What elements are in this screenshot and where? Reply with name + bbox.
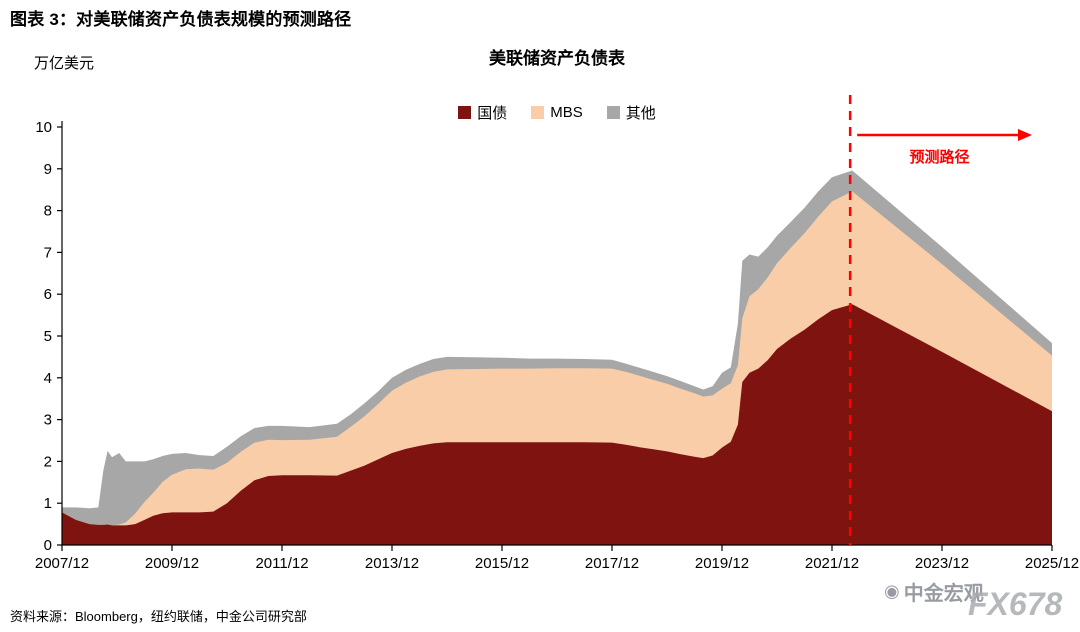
cicc-logo-icon: ◉ — [884, 581, 900, 601]
figure-title: 图表 3：对美联储资产负债表规模的预测路径 — [10, 10, 352, 29]
chart-legend: 国债 MBS 其他 — [62, 102, 1052, 123]
source-note: 资料来源：Bloomberg，纽约联储，中金公司研究部 — [10, 609, 307, 624]
x-tick-label: 2009/12 — [145, 555, 199, 572]
x-tick-label: 2025/12 — [1025, 555, 1079, 572]
forecast-path-label: 预测路径 — [909, 149, 970, 166]
tick-labels-layer: 0 1 2 3 4 5 6 7 8 9 10 2007/12 2009/12 2011/12 2013/12… — [35, 119, 1079, 572]
legend-label-other: 其他 — [625, 105, 656, 122]
y-tick-label: 10 — [35, 119, 52, 136]
y-tick-label: 0 — [44, 537, 52, 554]
legend-item-treasuries: 国债 — [458, 102, 507, 123]
x-tick-label: 2017/12 — [585, 555, 639, 572]
x-tick-label: 2007/12 — [35, 555, 89, 572]
treasuries-swatch-icon — [458, 106, 472, 119]
x-tick-label: 2011/12 — [255, 555, 308, 572]
legend-item-other: 其他 — [606, 102, 656, 123]
y-tick-label: 7 — [44, 244, 52, 261]
mbs-swatch-icon — [531, 106, 545, 119]
watermark-cicc-text: 中金宏观 — [903, 583, 984, 605]
x-tick-label: 2023/12 — [915, 555, 969, 572]
y-tick-label: 3 — [44, 412, 52, 429]
legend-item-mbs: MBS — [531, 104, 583, 121]
x-tick-label: 2021/12 — [805, 555, 859, 572]
x-tick-label: 2013/12 — [365, 555, 419, 572]
legend-label-treasuries: 国债 — [477, 105, 508, 122]
y-tick-label: 8 — [44, 203, 52, 220]
y-axis-unit-label: 万亿美元 — [34, 55, 95, 72]
legend-label-mbs: MBS — [550, 104, 583, 121]
treasuries-area-series — [62, 304, 1052, 545]
y-tick-label: 4 — [44, 370, 52, 387]
watermark-cicc: ◉ 中金宏观 — [884, 577, 984, 606]
y-tick-label: 9 — [44, 161, 52, 178]
chart-title: 美联储资产负债表 — [489, 49, 625, 68]
watermark-fx678: FX678 — [968, 586, 1063, 622]
y-tick-label: 5 — [44, 328, 52, 345]
y-tick-label: 2 — [44, 453, 52, 470]
x-tick-label: 2015/12 — [475, 555, 529, 572]
y-tick-label: 6 — [44, 286, 52, 303]
other-swatch-icon — [606, 106, 620, 119]
y-tick-label: 1 — [44, 495, 52, 512]
axes-layer — [57, 121, 1053, 551]
x-tick-label: 2019/12 — [695, 555, 749, 572]
forecast-arrow-head-icon — [1018, 129, 1032, 141]
